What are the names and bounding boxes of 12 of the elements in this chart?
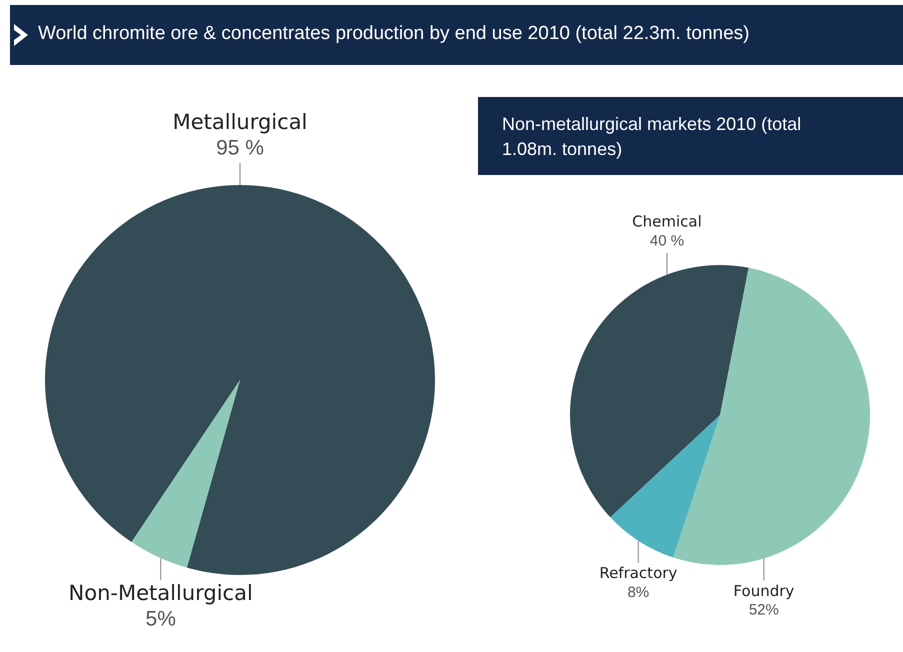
slice-label: Non-Metallurgical: [68, 581, 253, 606]
data-label: 8%: [627, 584, 650, 601]
slice-label: Chemical: [632, 212, 702, 231]
slice-label: Metallurgical: [172, 110, 308, 134]
data-label: 52%: [748, 602, 779, 619]
data-label: 40 %: [650, 232, 684, 250]
slice-label: Refractory: [599, 564, 678, 582]
slice-label: Foundry: [733, 582, 794, 600]
chart-title: Non-metallurgical markets 2010 (total 1.08m. tonnes): [502, 113, 802, 161]
data-label: 5%: [146, 608, 176, 631]
data-label: 95 %: [216, 136, 264, 160]
chart-title: World chromite ore & concentrates production by end use 2010 (total 22.3m. tonnes): [38, 23, 750, 45]
